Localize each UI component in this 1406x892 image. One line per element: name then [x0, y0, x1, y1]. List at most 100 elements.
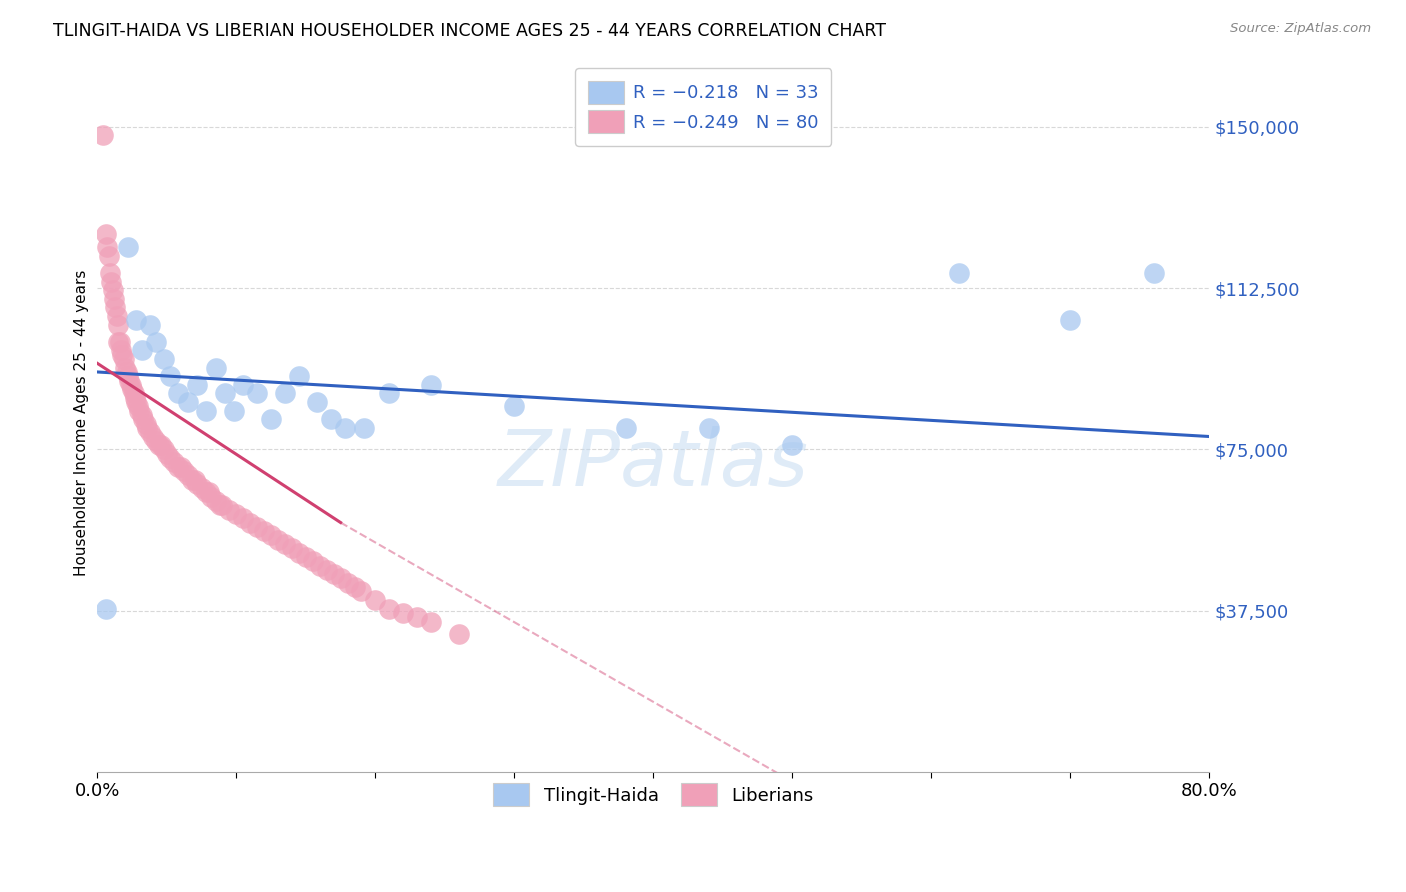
Point	[120, 377, 142, 392]
Point	[274, 537, 297, 551]
Point	[214, 386, 236, 401]
Point	[132, 412, 155, 426]
Point	[267, 533, 290, 547]
Point	[115, 365, 138, 379]
Point	[94, 601, 117, 615]
Text: Source: ZipAtlas.com: Source: ZipAtlas.com	[1230, 22, 1371, 36]
Point	[364, 593, 387, 607]
Point	[128, 403, 150, 417]
Point	[112, 352, 135, 367]
Point	[315, 563, 337, 577]
Point	[156, 447, 179, 461]
Point	[305, 395, 328, 409]
Point	[163, 455, 186, 469]
Point	[167, 386, 190, 401]
Point	[211, 499, 233, 513]
Point	[136, 421, 159, 435]
Point	[1059, 313, 1081, 327]
Point	[336, 575, 359, 590]
Point	[100, 275, 122, 289]
Point	[353, 421, 375, 435]
Point	[183, 473, 205, 487]
Point	[122, 386, 145, 401]
Point	[170, 459, 193, 474]
Point	[118, 374, 141, 388]
Point	[186, 377, 208, 392]
Y-axis label: Householder Income Ages 25 - 44 years: Householder Income Ages 25 - 44 years	[75, 269, 89, 575]
Point	[239, 516, 262, 530]
Point	[117, 240, 139, 254]
Point	[350, 584, 373, 599]
Point	[378, 601, 401, 615]
Point	[697, 421, 720, 435]
Point	[208, 499, 231, 513]
Point	[105, 309, 128, 323]
Point	[295, 549, 318, 564]
Point	[197, 485, 219, 500]
Point	[142, 429, 165, 443]
Point	[343, 580, 366, 594]
Point	[145, 334, 167, 349]
Point	[190, 481, 212, 495]
Point	[135, 417, 157, 431]
Point	[308, 558, 330, 573]
Point	[200, 490, 222, 504]
Point	[281, 541, 304, 556]
Point	[301, 554, 323, 568]
Text: TLINGIT-HAIDA VS LIBERIAN HOUSEHOLDER INCOME AGES 25 - 44 YEARS CORRELATION CHAR: TLINGIT-HAIDA VS LIBERIAN HOUSEHOLDER IN…	[53, 22, 886, 40]
Point	[107, 318, 129, 332]
Point	[288, 369, 311, 384]
Point	[148, 438, 170, 452]
Point	[173, 464, 195, 478]
Point	[177, 468, 200, 483]
Point	[260, 412, 283, 426]
Point	[232, 377, 254, 392]
Point	[121, 382, 143, 396]
Point	[222, 403, 245, 417]
Point	[150, 438, 173, 452]
Point	[260, 528, 283, 542]
Point	[246, 386, 269, 401]
Point	[406, 610, 429, 624]
Point	[333, 421, 356, 435]
Point	[232, 511, 254, 525]
Point	[1143, 266, 1166, 280]
Point	[125, 395, 148, 409]
Point	[204, 360, 226, 375]
Point	[131, 408, 153, 422]
Point	[124, 391, 146, 405]
Point	[186, 476, 208, 491]
Legend: Tlingit-Haida, Liberians: Tlingit-Haida, Liberians	[484, 774, 823, 815]
Point	[253, 524, 276, 538]
Point	[420, 377, 443, 392]
Point	[145, 434, 167, 448]
Point	[98, 266, 121, 280]
Point	[107, 334, 129, 349]
Point	[159, 450, 181, 465]
Point	[114, 360, 136, 375]
Point	[420, 615, 443, 629]
Point	[110, 343, 132, 358]
Point	[117, 369, 139, 384]
Point	[782, 438, 804, 452]
Point	[503, 400, 526, 414]
Point	[319, 412, 342, 426]
Point	[104, 301, 127, 315]
Point	[167, 459, 190, 474]
Point	[139, 425, 162, 440]
Point	[139, 318, 162, 332]
Point	[274, 386, 297, 401]
Point	[447, 627, 470, 641]
Point	[125, 313, 148, 327]
Point	[127, 400, 149, 414]
Point	[194, 403, 217, 417]
Point	[225, 507, 247, 521]
Point	[948, 266, 970, 280]
Point	[194, 485, 217, 500]
Point	[322, 567, 344, 582]
Point	[392, 606, 415, 620]
Point	[153, 442, 176, 457]
Point	[288, 546, 311, 560]
Point	[378, 386, 401, 401]
Point	[111, 348, 134, 362]
